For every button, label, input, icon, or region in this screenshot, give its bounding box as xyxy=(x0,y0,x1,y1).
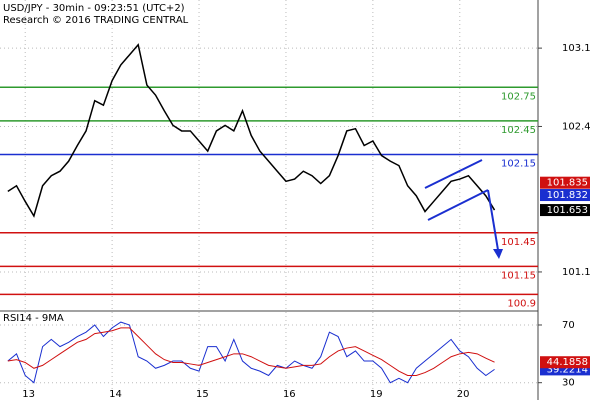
series-line xyxy=(7,321,495,384)
last-value-tag xyxy=(540,356,590,369)
last-value-label: 39.2214 xyxy=(547,364,588,375)
price-tag-label: 101.835 xyxy=(547,178,588,189)
price-tag xyxy=(540,176,590,189)
y-tick-label: 30 xyxy=(562,378,575,389)
series-line xyxy=(7,43,496,218)
series-line xyxy=(7,327,495,376)
x-tick-label: 13 xyxy=(22,389,35,400)
level-label: 102.15 xyxy=(501,158,536,169)
last-value-label: 101.653 xyxy=(547,205,588,216)
level-label: 102.75 xyxy=(501,91,536,102)
level-label: 100.9 xyxy=(507,298,536,309)
price-tag-label: 101.832 xyxy=(547,190,588,201)
last-value-tag xyxy=(540,204,590,217)
channel-line xyxy=(427,189,489,221)
price-tag xyxy=(540,189,590,202)
arrow-shaft xyxy=(487,189,499,251)
last-value-label: 44.1858 xyxy=(547,357,588,368)
y-tick-label: 103.1 xyxy=(562,43,590,54)
level-label: 101.45 xyxy=(501,237,536,248)
x-tick-label: 15 xyxy=(196,389,209,400)
channel-line xyxy=(424,159,483,189)
x-tick-label: 19 xyxy=(370,389,383,400)
level-label: 102.45 xyxy=(501,125,536,136)
y-tick-label: 70 xyxy=(562,320,575,331)
y-tick-label: 101.1 xyxy=(562,267,590,278)
arrow-head xyxy=(493,249,503,259)
x-tick-label: 14 xyxy=(109,389,122,400)
panel-title: RSI14 - 9MA xyxy=(3,313,64,324)
x-tick-label: 16 xyxy=(283,389,296,400)
level-label: 101.15 xyxy=(501,270,536,281)
chart-title: USD/JPY - 30min - 09:23:51 (UTC+2) xyxy=(3,3,185,14)
chart-subtitle: Research © 2016 TRADING CENTRAL xyxy=(3,15,189,26)
y-tick-label: 102.4 xyxy=(562,121,590,132)
x-tick-label: 20 xyxy=(457,389,470,400)
